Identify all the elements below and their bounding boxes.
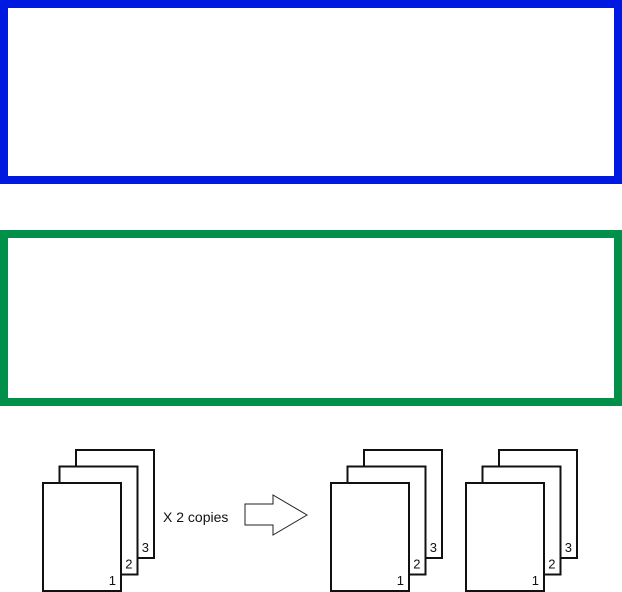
page-sheet bbox=[330, 482, 410, 592]
output-stack-2: 321 bbox=[465, 449, 578, 592]
page-number: 3 bbox=[142, 540, 149, 555]
arrow-right-icon bbox=[244, 494, 308, 536]
page-number: 3 bbox=[430, 540, 437, 555]
page-number: 1 bbox=[532, 573, 539, 588]
page-number: 3 bbox=[565, 540, 572, 555]
page-number: 1 bbox=[109, 573, 116, 588]
green-frame bbox=[0, 230, 622, 406]
page-1: 1 bbox=[330, 482, 410, 592]
page-number: 1 bbox=[397, 573, 404, 588]
page-1: 1 bbox=[42, 482, 122, 592]
page-sheet bbox=[42, 482, 122, 592]
page-number: 2 bbox=[125, 557, 132, 572]
page-sheet bbox=[465, 482, 545, 592]
page-number: 2 bbox=[548, 557, 555, 572]
copies-label: X 2 copies bbox=[163, 509, 228, 525]
original-stack: 321 bbox=[42, 449, 155, 592]
output-stack-1: 321 bbox=[330, 449, 443, 592]
page-1: 1 bbox=[465, 482, 545, 592]
page-number: 2 bbox=[413, 557, 420, 572]
blue-frame bbox=[0, 0, 622, 184]
